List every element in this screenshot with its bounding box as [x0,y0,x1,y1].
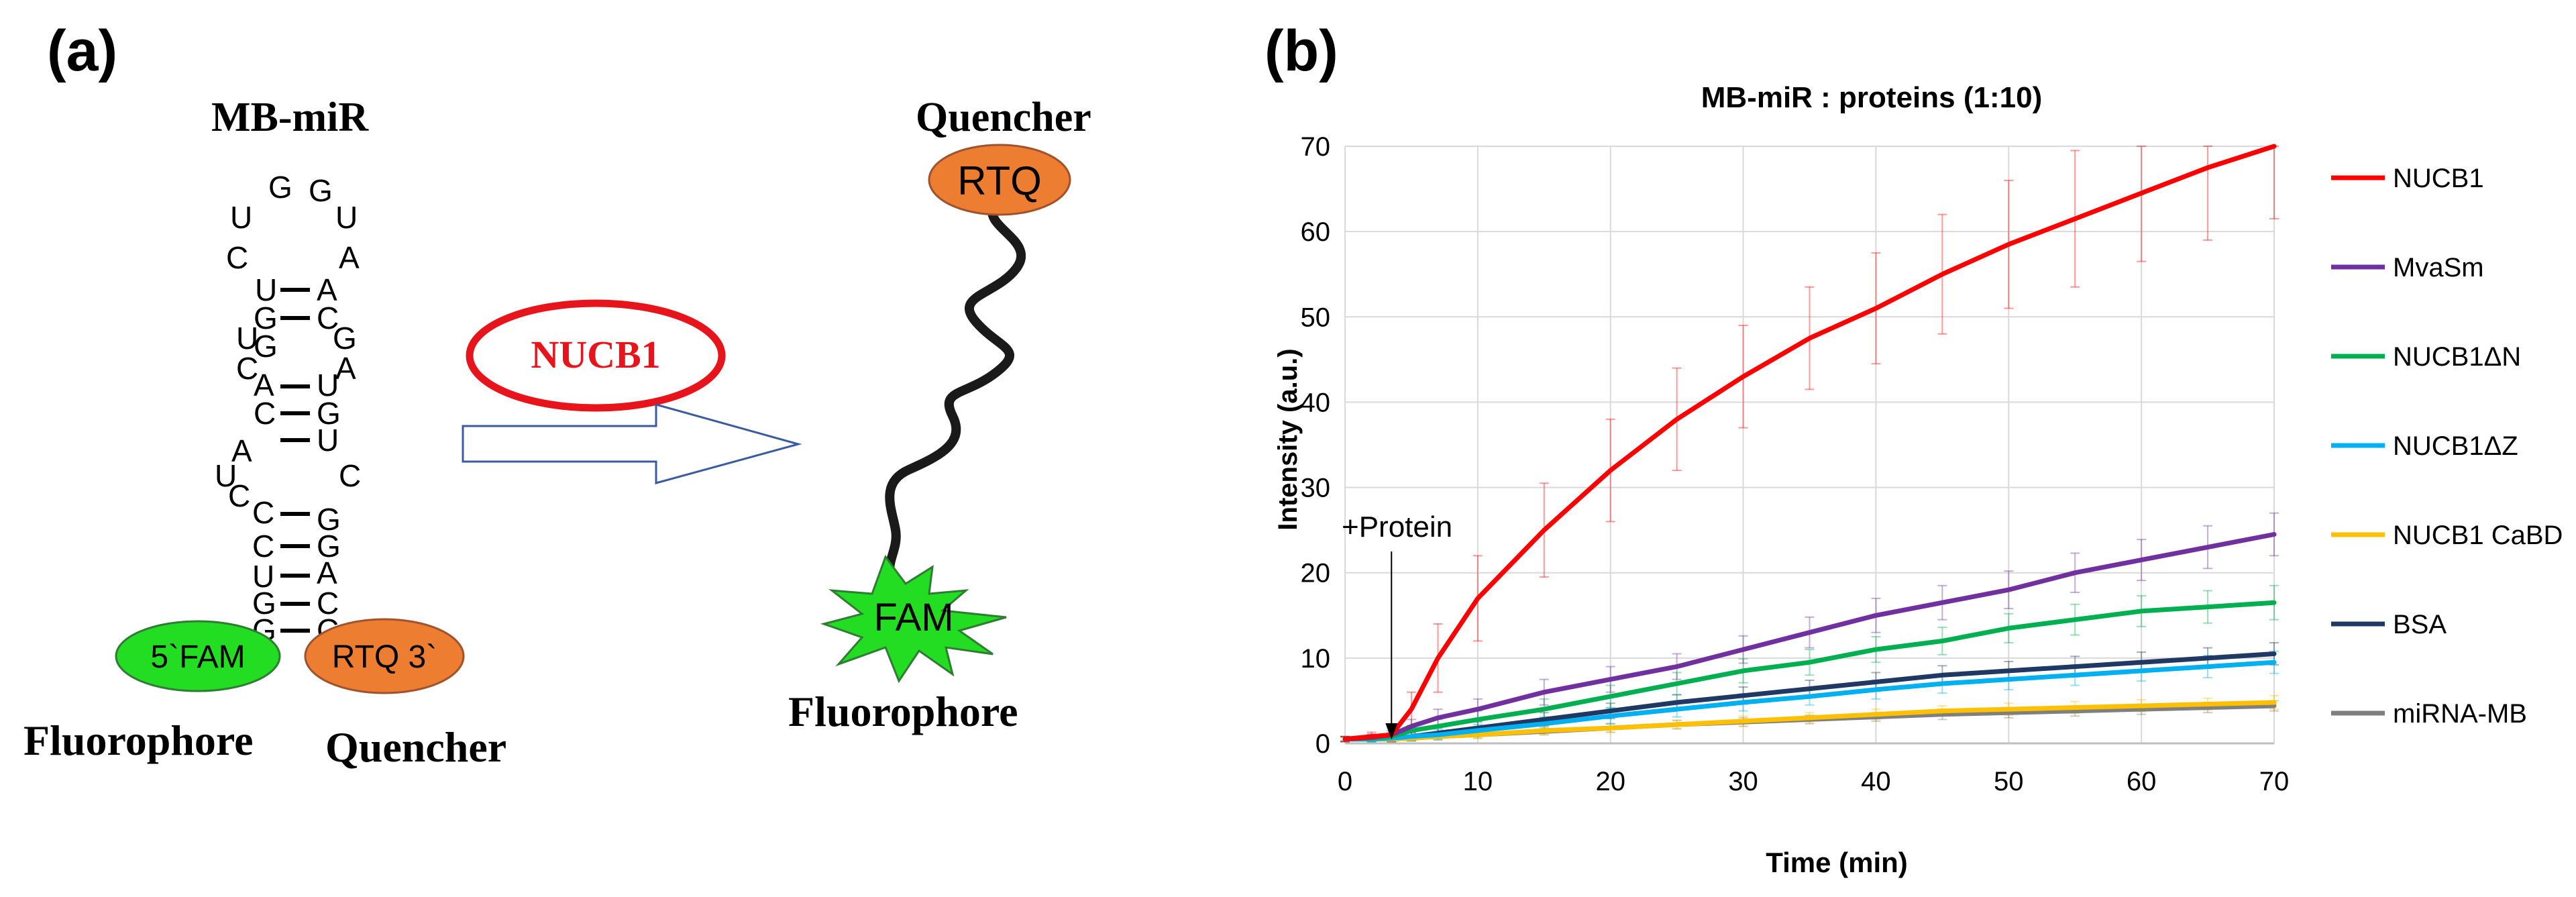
x-tick-label: 0 [1338,767,1352,796]
y-tick-label: 50 [1301,303,1331,332]
x-tick-label: 20 [1595,767,1625,796]
molecular-beacon-diagram: (a) MB-miR G G U U C A U G U G C A C A U… [23,19,1091,771]
chart-legend: NUCB1 MvaSm NUCB1ΔN NUCB1ΔZ NUCB1 CaBD BSA miR… [2331,164,2563,729]
stem-left-nucleotide: C [254,396,276,431]
stem-right-nucleotide: C [317,586,339,621]
legend-label: NUCB1 CaBD [2393,521,2563,550]
stem-left-nucleotide: G [252,586,276,621]
legend-label: NUCB1ΔZ [2393,431,2518,461]
protein-addition-annotation: +Protein [1342,511,1452,543]
legend-label: miRNA-MB [2393,699,2527,729]
loop-nucleotide: A [339,240,360,275]
loop-nucleotide: U [230,200,252,235]
hairpin-sequence: G G U U C A U G U G C A C A U C C C U G … [215,170,361,647]
rtq-3-label: RTQ 3` [332,639,437,675]
stem-right-nucleotide: G [317,396,341,431]
stem-left-nucleotide: A [254,368,274,403]
stem-right-nucleotide: A [335,351,356,386]
panel-b-label: (b) [1265,19,1338,83]
x-tick-label: 70 [2259,767,2290,796]
legend-label: BSA [2393,610,2447,639]
mb-mir-title: MB-miR [211,95,369,140]
stem-left-nucleotide: C [228,478,250,513]
stem-left-nucleotide: C [252,529,274,564]
fam-5-label: 5`FAM [150,639,245,675]
stem-right-nucleotide: G [317,529,341,564]
stem-left-nucleotide: U [236,321,258,356]
x-tick-label: 10 [1463,767,1493,796]
panel-b-chart: (b) MB-miR : proteins (1:10) 0 10 20 30 40 50… [1248,0,2576,897]
stem-left-nucleotide: U [255,272,277,307]
y-tick-label: 40 [1301,388,1331,417]
x-tick-label: 40 [1861,767,1891,796]
fam-burst-icon [820,554,1007,684]
left-fluorophore-caption: Fluorophore [23,717,254,764]
reaction-arrow-icon [462,403,802,484]
chart-title: MB-miR : proteins (1:10) [1701,81,2042,114]
stem-left-nucleotide: G [254,301,278,335]
kinetics-line-chart: (b) MB-miR : proteins (1:10) 0 10 20 30 40 50… [1265,19,2563,878]
series-line-nucb1-n [1342,600,2277,742]
y-axis-label: Intensity (a.u.) [1273,348,1303,530]
rtq-ellipse [928,144,1071,216]
x-tick-label: 60 [2127,767,2157,796]
stem-left-nucleotide: C [236,351,258,386]
chart-grid [1344,146,2275,744]
legend-label: NUCB1ΔN [2393,342,2521,372]
legend-label: NUCB1 [2393,164,2484,193]
right-quencher-caption: Quencher [916,95,1091,140]
annotation-arrow-head [1385,723,1398,739]
loop-nucleotide: U [335,200,358,235]
y-tick-label: 70 [1301,132,1331,162]
x-tick-label: 50 [1994,767,2024,796]
y-tick-label: 60 [1301,217,1331,247]
panel-a-schematic: (a) MB-miR G G U U C A U G U G C A C A U… [0,0,1248,897]
stem-right-nucleotide: G [333,321,357,356]
legend-label: MvaSm [2393,253,2484,282]
stem-left-nucleotide: C [252,495,274,530]
panel-a-label: (a) [47,19,117,83]
rtq-3-ellipse [304,618,465,694]
stem-right-nucleotide: A [317,272,337,307]
fam-5-ellipse [115,620,281,692]
stem-left-nucleotide: U [215,458,237,493]
y-tick-label: 10 [1301,644,1331,674]
y-tick-label: 20 [1301,559,1331,588]
error-bars [1340,146,2279,743]
series-line-nucb1-z [1342,659,2277,742]
fam-label: FAM [873,596,953,639]
stem-right-nucleotide: U [317,368,339,403]
stem-left-nucleotide: G [254,329,278,364]
stem-right-nucleotide: A [317,556,337,590]
x-tick-label: 30 [1728,767,1758,796]
right-fluorophore-caption: Fluorophore [788,688,1018,735]
y-tick-label: 0 [1316,729,1330,759]
stem-left-nucleotide: U [252,559,274,594]
x-axis-label: Time (min) [1766,847,1908,878]
left-quencher-caption: Quencher [325,723,506,771]
protein-addition-arrow-icon [1385,551,1398,739]
loop-nucleotide: G [309,173,333,208]
y-tick-label: 30 [1301,474,1331,503]
nucb1-ellipse [466,299,726,412]
loop-nucleotide: G [268,170,292,205]
stem-right-nucleotide: G [317,502,341,537]
base-pair-bonds [280,288,310,633]
chart-axes: 0 10 20 30 40 50 60 70 0 10 20 30 40 50 60 70 [1301,132,2290,796]
loop-nucleotide: C [226,240,248,275]
rtq-label: RTQ [957,158,1042,203]
series-line-mvasm [1342,532,2277,742]
nucb1-label: NUCB1 [531,333,660,376]
unfolded-strand [885,203,1026,582]
stem-right-nucleotide: U [317,423,339,458]
stem-right-nucleotide: C [339,458,361,493]
series-line-nucb1 [1342,144,2277,742]
stem-left-nucleotide: A [231,433,252,468]
data-series [1342,144,2277,742]
stem-right-nucleotide: C [317,301,339,335]
